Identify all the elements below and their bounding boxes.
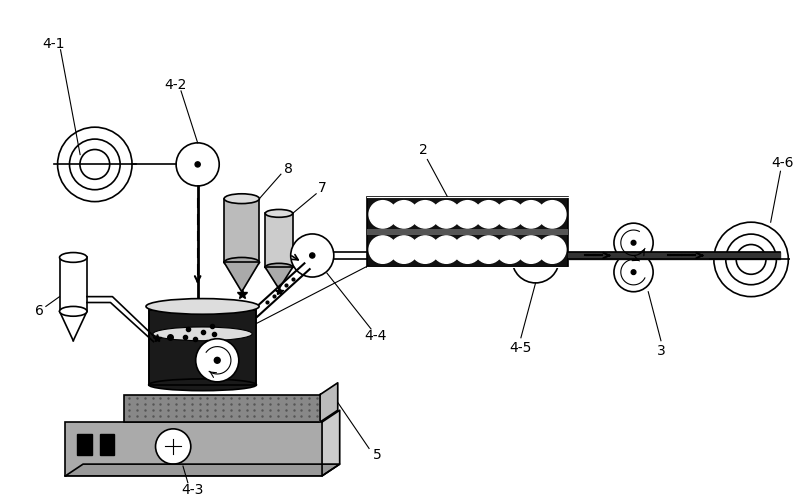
Circle shape: [538, 236, 566, 264]
Bar: [266, 214, 293, 267]
Circle shape: [369, 200, 397, 228]
Circle shape: [518, 236, 545, 264]
Text: 4-3: 4-3: [182, 482, 204, 496]
Ellipse shape: [149, 379, 257, 390]
Circle shape: [195, 162, 200, 167]
Polygon shape: [320, 383, 338, 422]
Circle shape: [614, 252, 653, 292]
Circle shape: [433, 236, 460, 264]
Circle shape: [496, 200, 523, 228]
Bar: [100, 434, 114, 456]
Circle shape: [214, 358, 220, 363]
Polygon shape: [224, 262, 259, 292]
Ellipse shape: [224, 258, 259, 267]
Circle shape: [454, 200, 482, 228]
Circle shape: [290, 234, 334, 277]
Circle shape: [475, 200, 502, 228]
Ellipse shape: [146, 298, 259, 314]
Circle shape: [411, 200, 439, 228]
Text: 4-4: 4-4: [365, 329, 387, 343]
Text: 1: 1: [373, 252, 382, 266]
Circle shape: [475, 236, 502, 264]
Bar: [149, 310, 257, 385]
Circle shape: [631, 240, 636, 245]
Circle shape: [310, 253, 315, 258]
Circle shape: [155, 429, 190, 464]
Bar: [367, 229, 568, 235]
Circle shape: [176, 143, 219, 186]
Ellipse shape: [59, 306, 87, 316]
Text: 8: 8: [284, 162, 293, 176]
Circle shape: [454, 236, 482, 264]
Ellipse shape: [59, 252, 87, 262]
Text: 4-5: 4-5: [510, 340, 532, 354]
Bar: [367, 196, 568, 267]
Circle shape: [369, 236, 397, 264]
Circle shape: [496, 236, 523, 264]
Text: 4-2: 4-2: [164, 78, 186, 92]
Polygon shape: [266, 267, 293, 289]
Bar: [77, 434, 92, 456]
Bar: [66, 422, 322, 476]
Polygon shape: [568, 252, 781, 260]
Circle shape: [631, 270, 636, 274]
Circle shape: [533, 256, 538, 262]
Circle shape: [614, 223, 653, 262]
Ellipse shape: [224, 194, 259, 203]
Circle shape: [518, 200, 545, 228]
Circle shape: [512, 236, 559, 283]
Polygon shape: [59, 312, 87, 340]
Circle shape: [433, 200, 460, 228]
Circle shape: [196, 338, 238, 382]
Text: 4-6: 4-6: [771, 156, 794, 170]
Text: 4-1: 4-1: [42, 37, 65, 51]
Polygon shape: [66, 464, 340, 476]
Bar: [124, 394, 320, 422]
Text: 2: 2: [419, 142, 428, 156]
Circle shape: [411, 236, 439, 264]
Ellipse shape: [266, 210, 293, 218]
Ellipse shape: [266, 264, 293, 271]
Text: 6: 6: [34, 304, 43, 318]
Text: 3: 3: [657, 344, 666, 357]
Circle shape: [538, 200, 566, 228]
Text: 5: 5: [373, 448, 382, 462]
Text: 7: 7: [318, 181, 326, 195]
Circle shape: [390, 200, 418, 228]
Ellipse shape: [153, 327, 252, 340]
Bar: [59, 258, 87, 312]
Polygon shape: [322, 410, 340, 476]
Circle shape: [390, 236, 418, 264]
Bar: [224, 198, 259, 262]
